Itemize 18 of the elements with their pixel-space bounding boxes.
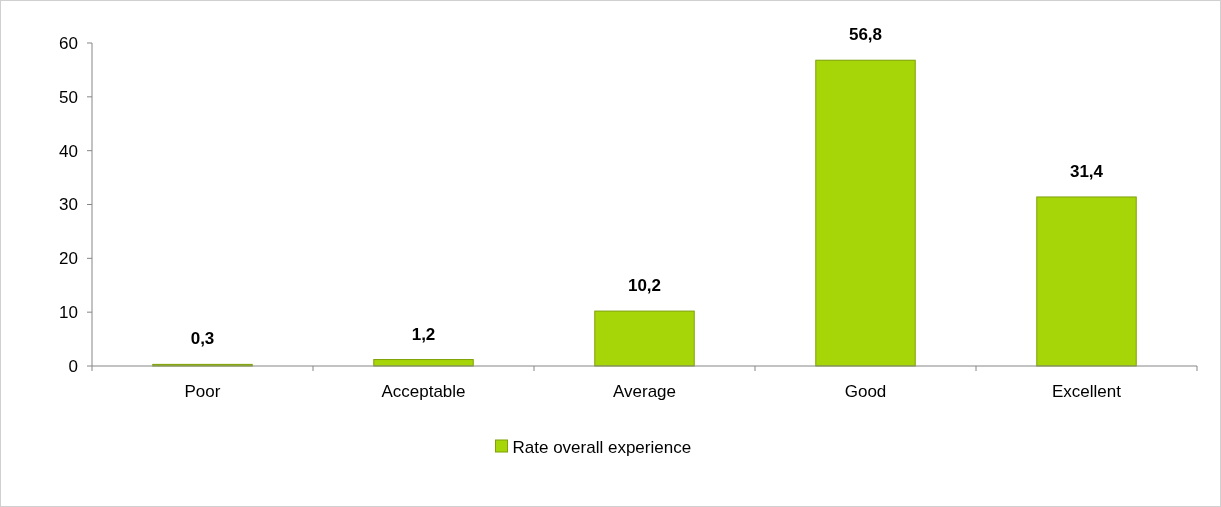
data-label: 31,4 bbox=[1069, 161, 1104, 181]
x-tick-label: Poor bbox=[184, 382, 221, 401]
data-label: 1,2 bbox=[411, 324, 436, 344]
x-tick-label: Acceptable bbox=[381, 382, 466, 401]
y-tick-label: 20 bbox=[59, 249, 78, 269]
x-tick-label: Good bbox=[844, 382, 887, 401]
y-tick-label: 50 bbox=[59, 87, 78, 107]
data-label: 56,8 bbox=[848, 25, 883, 45]
x-tick-label: Average bbox=[612, 382, 677, 401]
x-tick-label: Excellent bbox=[1052, 382, 1122, 401]
legend-label: Rate overall experience bbox=[512, 437, 692, 457]
y-tick-label: 40 bbox=[59, 141, 78, 161]
data-label: 0,3 bbox=[190, 329, 215, 349]
y-tick-label: 10 bbox=[59, 303, 78, 323]
y-tick-label: 60 bbox=[59, 33, 78, 53]
data-label: 10,2 bbox=[627, 276, 662, 296]
y-tick-label: 0 bbox=[68, 356, 78, 376]
y-tick-label: 30 bbox=[59, 195, 78, 215]
